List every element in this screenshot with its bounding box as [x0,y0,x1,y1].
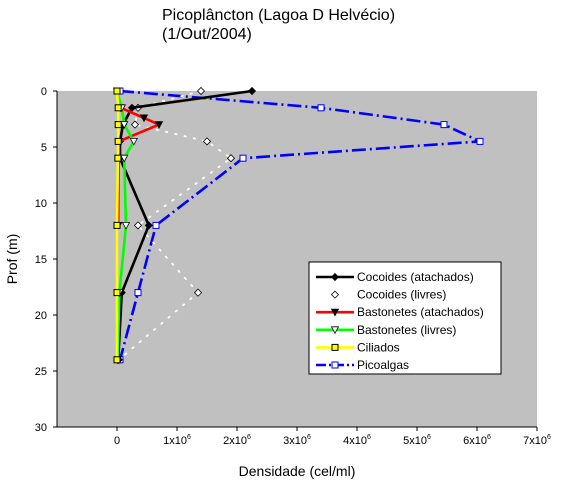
x-axis-label: Densidade (cel/ml) [239,463,356,479]
data-point [139,114,149,123]
legend-item-cocoides-atachados: Cocoides (atachados) [316,270,474,284]
data-point [134,289,142,297]
legend-item-picoalgas: Picoalgas [316,358,409,372]
data-point [113,87,121,95]
y-tick-label: 10 [35,198,47,210]
y-axis: 0 5 10 15 20 25 30 [35,86,58,434]
data-point [114,121,122,129]
data-point [144,221,153,230]
x-axis: 0 1x106 2x106 3x106 4x106 5x106 6x106 7x106 [57,426,551,447]
x-tick-exponent: 6 [547,434,551,441]
data-point [247,86,257,96]
plot-area [57,91,537,427]
data-point [133,221,143,230]
legend-marker [331,361,339,369]
x-tick-label: 5x106 [403,434,431,447]
data-point [127,103,137,112]
series-layer [112,86,484,365]
x-tick-label: 7x106 [523,434,551,447]
legend-label: Ciliados [357,340,400,354]
data-point [113,356,121,364]
x-tick-exponent: 6 [247,434,251,441]
data-point [196,86,206,96]
data-point [317,104,325,112]
data-point [113,221,121,229]
series-ciliados [113,87,122,364]
data-point [120,154,129,163]
y-tick-label: 30 [35,422,47,434]
data-point [129,137,138,146]
legend-item-bastonetes-livres: Bastonetes (livres) [316,323,456,337]
data-point [114,154,122,162]
legend-item-ciliados: Ciliados [316,340,400,354]
legend-item-cocoides-livres: Cocoides (livres) [316,288,446,302]
data-point [476,137,484,145]
chart-subtitle: (1/Out/2004) [162,26,252,43]
y-axis-label: Prof (m) [4,234,20,285]
data-point [202,137,212,146]
legend-marker [330,326,340,335]
x-tick-label: 3x106 [283,434,311,447]
data-point [193,288,203,297]
x-tick-exponent: 6 [427,434,431,441]
series-line-picoalgas [118,89,482,361]
y-tick-label: 15 [35,254,47,266]
legend-label: Bastonetes (atachados) [357,305,484,319]
x-tick-label: 6x106 [463,434,491,447]
y-tick-label: 0 [41,86,47,98]
data-point [113,289,121,297]
data-point [121,221,131,230]
legend-marker [331,343,339,351]
legend-marker [330,272,340,282]
data-point [152,221,160,229]
x-tick-exponent: 6 [487,434,491,441]
legend-box [308,261,502,375]
x-tick-exponent: 6 [187,434,191,441]
y-tick-label: 20 [35,310,47,322]
x-tick-label: 0 [114,435,120,447]
legend-label: Cocoides (atachados) [357,270,474,284]
legend-marker [330,290,340,299]
y-tick-label: 25 [35,366,47,378]
data-point [114,137,122,145]
legend-item-bastonetes-atachados: Bastonetes (atachados) [316,305,484,319]
x-tick-label: 1x106 [163,434,191,447]
x-tick-label: 4x106 [343,434,371,447]
legend-label: Bastonetes (livres) [357,323,456,337]
series-cocoides-livres [114,86,236,364]
data-point [239,154,247,162]
data-point [440,121,448,129]
data-point [120,121,129,129]
legend-marker [330,308,340,317]
data-point [130,120,140,129]
data-point [114,104,122,112]
chart-title: Picoplâncton (Lagoa D Helvécio) [162,7,395,24]
x-tick-label: 2x106 [223,434,251,447]
x-tick-exponent: 6 [367,434,371,441]
data-point [226,154,236,163]
legend-label: Cocoides (livres) [357,288,446,302]
legend: Cocoides (atachados) Cocoides (livres) Bas… [308,261,502,375]
data-point [154,121,164,129]
x-tick-exponent: 6 [307,434,311,441]
y-tick-label: 5 [41,142,47,154]
legend-label: Picoalgas [357,358,409,372]
